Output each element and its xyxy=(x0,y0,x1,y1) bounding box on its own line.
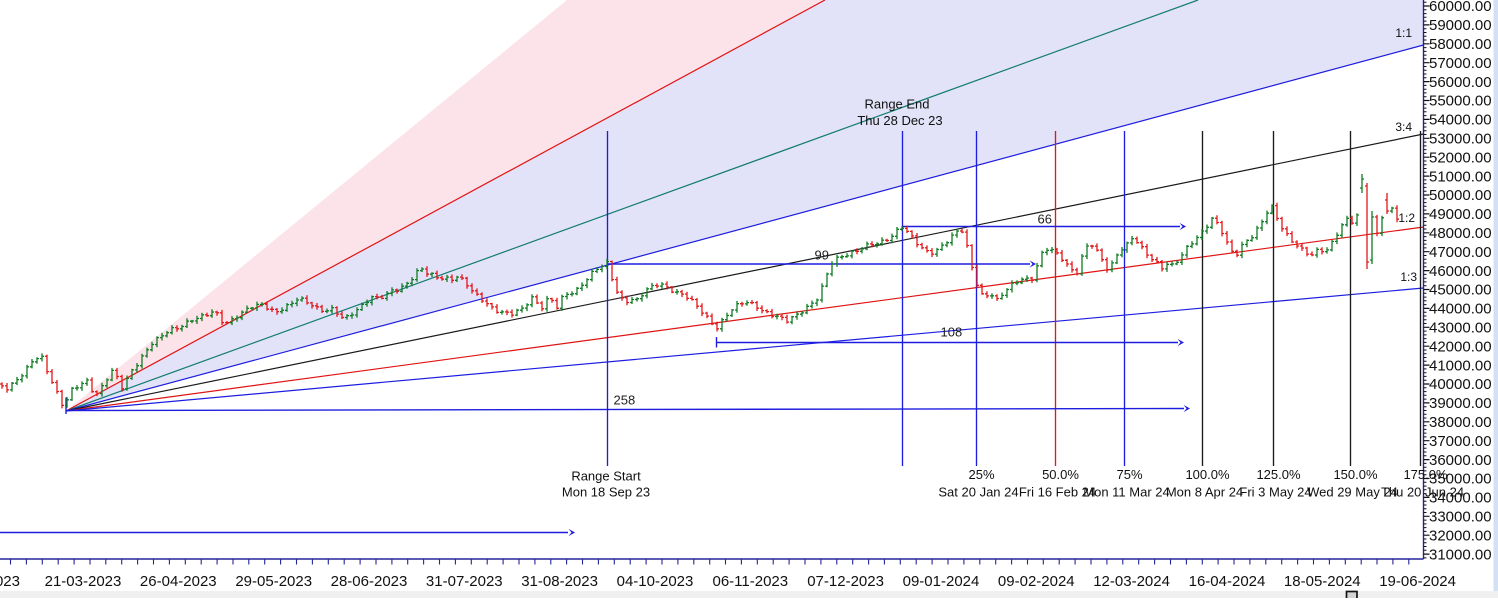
svg-text:1:1: 1:1 xyxy=(1395,26,1412,40)
svg-text:50.0%: 50.0% xyxy=(1042,467,1079,482)
svg-text:99: 99 xyxy=(815,248,829,263)
svg-text:31-07-2023: 31-07-2023 xyxy=(426,573,503,590)
svg-text:51000.00: 51000.00 xyxy=(1429,168,1492,185)
svg-text:57000.00: 57000.00 xyxy=(1429,55,1492,72)
svg-text:50000.00: 50000.00 xyxy=(1429,187,1492,204)
svg-text:125.0%: 125.0% xyxy=(1256,467,1301,482)
svg-text:58000.00: 58000.00 xyxy=(1429,36,1492,53)
svg-text:25%: 25% xyxy=(968,467,994,482)
svg-text:04-10-2023: 04-10-2023 xyxy=(617,573,694,590)
svg-text:100.0%: 100.0% xyxy=(1185,467,1230,482)
svg-text:53000.00: 53000.00 xyxy=(1429,131,1492,148)
svg-text:12-03-2024: 12-03-2024 xyxy=(1093,573,1170,590)
svg-text:07-12-2023: 07-12-2023 xyxy=(807,573,884,590)
svg-text:37000.00: 37000.00 xyxy=(1429,433,1492,450)
svg-text:48000.00: 48000.00 xyxy=(1429,225,1492,242)
svg-text:49000.00: 49000.00 xyxy=(1429,206,1492,223)
svg-text:108: 108 xyxy=(941,325,963,340)
svg-text:Mon 18 Sep 23: Mon 18 Sep 23 xyxy=(562,485,650,500)
svg-text:39000.00: 39000.00 xyxy=(1429,395,1492,412)
svg-text:33000.00: 33000.00 xyxy=(1429,509,1492,526)
svg-text:Thu 28 Dec 23: Thu 28 Dec 23 xyxy=(857,113,942,128)
svg-text:09-02-2024: 09-02-2024 xyxy=(998,573,1075,590)
svg-text:1:3: 1:3 xyxy=(1400,270,1417,284)
svg-text:56000.00: 56000.00 xyxy=(1429,74,1492,91)
svg-text:43000.00: 43000.00 xyxy=(1429,320,1492,337)
svg-text:54000.00: 54000.00 xyxy=(1429,112,1492,129)
svg-text:16-04-2024: 16-04-2024 xyxy=(1189,573,1266,590)
svg-text:150.0%: 150.0% xyxy=(1333,467,1378,482)
svg-text:Fri 3 May 24: Fri 3 May 24 xyxy=(1239,485,1311,500)
svg-text:19-06-2024: 19-06-2024 xyxy=(1379,573,1456,590)
svg-text:60000.00: 60000.00 xyxy=(1429,0,1492,15)
svg-text:09-01-2024: 09-01-2024 xyxy=(903,573,980,590)
svg-text:023: 023 xyxy=(0,573,20,590)
svg-text:175.0%: 175.0% xyxy=(1403,467,1448,482)
svg-text:66: 66 xyxy=(1038,212,1052,227)
svg-text:31-08-2023: 31-08-2023 xyxy=(521,573,598,590)
svg-text:Sat 20 Jan 24: Sat 20 Jan 24 xyxy=(938,485,1018,500)
svg-text:Range Start: Range Start xyxy=(571,469,641,484)
svg-text:3:4: 3:4 xyxy=(1395,120,1412,134)
svg-text:31000.00: 31000.00 xyxy=(1429,546,1492,563)
svg-text:Thu 20 Jun 24: Thu 20 Jun 24 xyxy=(1381,485,1464,500)
svg-text:52000.00: 52000.00 xyxy=(1429,149,1492,166)
svg-text:28-06-2023: 28-06-2023 xyxy=(331,573,408,590)
svg-text:59000.00: 59000.00 xyxy=(1429,17,1492,34)
svg-text:47000.00: 47000.00 xyxy=(1429,244,1492,261)
svg-text:18-05-2024: 18-05-2024 xyxy=(1284,573,1361,590)
svg-text:41000.00: 41000.00 xyxy=(1429,357,1492,374)
svg-text:21-03-2023: 21-03-2023 xyxy=(45,573,122,590)
svg-text:258: 258 xyxy=(614,393,636,408)
svg-text:42000.00: 42000.00 xyxy=(1429,338,1492,355)
svg-text:75%: 75% xyxy=(1116,467,1142,482)
svg-text:38000.00: 38000.00 xyxy=(1429,414,1492,431)
svg-text:06-11-2023: 06-11-2023 xyxy=(712,573,788,590)
svg-text:26-04-2023: 26-04-2023 xyxy=(140,573,217,590)
svg-text:1:2: 1:2 xyxy=(1398,211,1415,225)
svg-text:29-05-2023: 29-05-2023 xyxy=(235,573,312,590)
svg-text:40000.00: 40000.00 xyxy=(1429,376,1492,393)
svg-text:32000.00: 32000.00 xyxy=(1429,527,1492,544)
svg-text:Range End: Range End xyxy=(864,97,929,112)
svg-text:45000.00: 45000.00 xyxy=(1429,282,1492,299)
svg-text:55000.00: 55000.00 xyxy=(1429,93,1492,110)
svg-text:Mon 8 Apr 24: Mon 8 Apr 24 xyxy=(1166,485,1243,500)
svg-text:46000.00: 46000.00 xyxy=(1429,263,1492,280)
svg-text:44000.00: 44000.00 xyxy=(1429,301,1492,318)
svg-text:Mon 11 Mar 24: Mon 11 Mar 24 xyxy=(1083,485,1169,500)
